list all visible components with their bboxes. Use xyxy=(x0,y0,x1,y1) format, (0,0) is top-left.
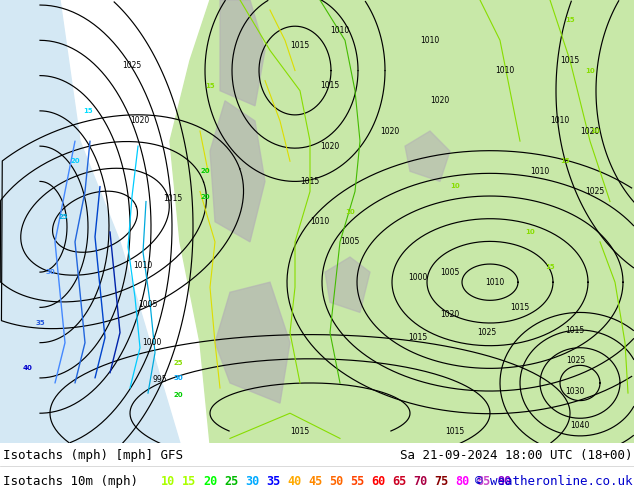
Text: 80: 80 xyxy=(455,475,469,488)
Polygon shape xyxy=(0,0,180,443)
Text: 1015: 1015 xyxy=(164,194,183,203)
Text: 1000: 1000 xyxy=(408,272,428,282)
Text: 60: 60 xyxy=(371,475,385,488)
Text: 1015: 1015 xyxy=(566,326,585,335)
Text: 15: 15 xyxy=(205,83,215,89)
Text: 15: 15 xyxy=(565,17,575,23)
Polygon shape xyxy=(170,0,634,443)
Text: 85: 85 xyxy=(476,475,490,488)
Text: 1025: 1025 xyxy=(585,187,605,196)
Text: 1010: 1010 xyxy=(133,261,153,270)
Text: Isotachs 10m (mph): Isotachs 10m (mph) xyxy=(3,475,138,488)
Text: 1015: 1015 xyxy=(560,56,579,65)
Text: 1015: 1015 xyxy=(510,303,529,312)
Text: 995: 995 xyxy=(153,375,167,385)
Text: 1020: 1020 xyxy=(320,142,340,150)
Text: 1010: 1010 xyxy=(495,66,515,75)
Text: 1010: 1010 xyxy=(330,26,349,35)
Text: 1030: 1030 xyxy=(566,387,585,395)
Text: 1040: 1040 xyxy=(571,421,590,430)
Polygon shape xyxy=(220,0,265,106)
Text: 35: 35 xyxy=(266,475,280,488)
Text: 1015: 1015 xyxy=(320,81,340,90)
Text: 40: 40 xyxy=(287,475,301,488)
Text: 20: 20 xyxy=(200,169,210,174)
Text: 1010: 1010 xyxy=(550,117,569,125)
Text: 1020: 1020 xyxy=(380,126,399,136)
Text: 15: 15 xyxy=(83,108,93,114)
Text: 25: 25 xyxy=(58,214,68,220)
Text: 55: 55 xyxy=(350,475,364,488)
Text: 10: 10 xyxy=(161,475,175,488)
Text: 30: 30 xyxy=(245,475,259,488)
Text: © weatheronline.co.uk: © weatheronline.co.uk xyxy=(475,475,632,488)
Text: 30: 30 xyxy=(45,269,55,275)
Text: 40: 40 xyxy=(23,365,33,371)
Text: 25: 25 xyxy=(173,360,183,366)
Text: 20: 20 xyxy=(200,194,210,199)
Text: 90: 90 xyxy=(497,475,511,488)
Text: 1015: 1015 xyxy=(445,427,465,436)
Text: 1020: 1020 xyxy=(430,96,450,105)
Text: 65: 65 xyxy=(392,475,406,488)
Text: 35: 35 xyxy=(36,319,45,325)
Text: 15: 15 xyxy=(182,475,196,488)
Text: 1020: 1020 xyxy=(441,310,460,319)
Text: 1005: 1005 xyxy=(440,268,460,277)
Text: 1020: 1020 xyxy=(580,126,600,136)
Text: 1025: 1025 xyxy=(477,328,496,337)
Text: 20: 20 xyxy=(173,392,183,398)
Text: 10: 10 xyxy=(525,229,535,235)
Text: 1020: 1020 xyxy=(131,117,150,125)
Text: 1015: 1015 xyxy=(290,41,309,50)
Text: 20: 20 xyxy=(70,158,80,164)
Polygon shape xyxy=(405,131,450,181)
Text: 1000: 1000 xyxy=(142,338,162,347)
Text: Isotachs (mph) [mph] GFS: Isotachs (mph) [mph] GFS xyxy=(3,449,183,462)
Polygon shape xyxy=(215,282,290,403)
Text: 10: 10 xyxy=(450,183,460,190)
Polygon shape xyxy=(210,101,265,242)
Polygon shape xyxy=(325,257,370,313)
Text: 1010: 1010 xyxy=(486,278,505,287)
Text: 45: 45 xyxy=(308,475,322,488)
Text: 25: 25 xyxy=(224,475,238,488)
Text: 70: 70 xyxy=(413,475,427,488)
Text: 10: 10 xyxy=(345,209,355,215)
Text: 10: 10 xyxy=(585,68,595,74)
Text: 1025: 1025 xyxy=(566,356,586,366)
Text: 1015: 1015 xyxy=(301,177,320,186)
Text: 1025: 1025 xyxy=(122,61,141,70)
Text: 20: 20 xyxy=(203,475,217,488)
Text: 50: 50 xyxy=(329,475,343,488)
Text: 75: 75 xyxy=(434,475,448,488)
Text: 1010: 1010 xyxy=(311,217,330,226)
Text: 15: 15 xyxy=(545,264,555,270)
Text: 1015: 1015 xyxy=(290,427,309,436)
Text: 1005: 1005 xyxy=(138,300,158,309)
Text: 1010: 1010 xyxy=(531,167,550,176)
Text: 1010: 1010 xyxy=(420,36,439,45)
Text: 1005: 1005 xyxy=(340,237,359,246)
Text: 15: 15 xyxy=(560,158,570,164)
Text: Sa 21-09-2024 18:00 UTC (18+00): Sa 21-09-2024 18:00 UTC (18+00) xyxy=(399,449,632,462)
Text: 1015: 1015 xyxy=(408,333,427,342)
Text: 30: 30 xyxy=(173,375,183,381)
Text: 10: 10 xyxy=(590,128,600,134)
